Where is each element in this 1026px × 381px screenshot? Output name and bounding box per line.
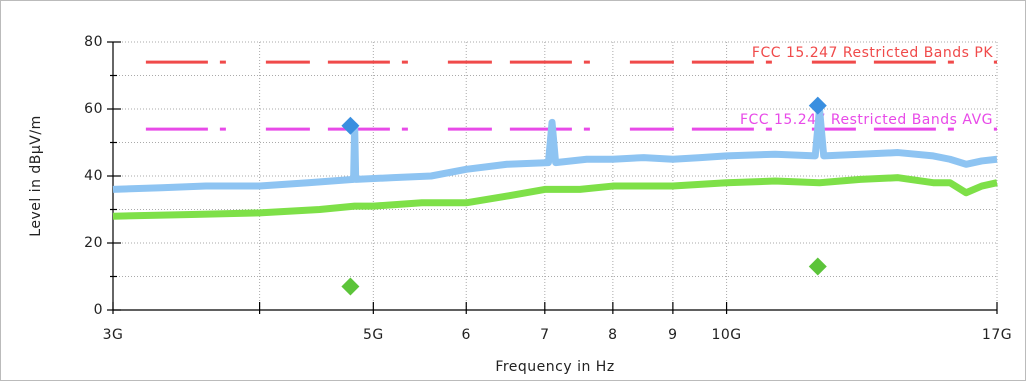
y-tick-label: 80 xyxy=(84,34,103,50)
x-tick-label: 8 xyxy=(608,327,617,343)
y-tick-label: 20 xyxy=(84,235,103,251)
limit-label: FCC 15.247 Restricted Bands AVG xyxy=(740,112,993,128)
x-tick-label: 17G xyxy=(982,327,1012,343)
marker xyxy=(808,257,827,276)
x-tick-label: 10G xyxy=(711,327,741,343)
x-tick-label: 6 xyxy=(462,327,471,343)
y-axis-title: Level in dBµV/m xyxy=(28,115,44,236)
y-tick-label: 40 xyxy=(84,168,103,184)
marker xyxy=(341,116,360,135)
y-tick-label: 0 xyxy=(94,302,103,318)
marker xyxy=(808,96,827,115)
y-tick-label: 60 xyxy=(84,101,103,117)
x-tick-label: 9 xyxy=(668,327,677,343)
trace xyxy=(112,174,998,220)
marker xyxy=(341,277,360,296)
trace xyxy=(112,105,998,193)
x-tick-label: 3G xyxy=(103,327,124,343)
x-tick-label: 7 xyxy=(540,327,549,343)
x-tick-label: 5G xyxy=(363,327,384,343)
limit-label: FCC 15.247 Restricted Bands PK xyxy=(752,45,993,61)
x-axis-title: Frequency in Hz xyxy=(495,359,614,375)
